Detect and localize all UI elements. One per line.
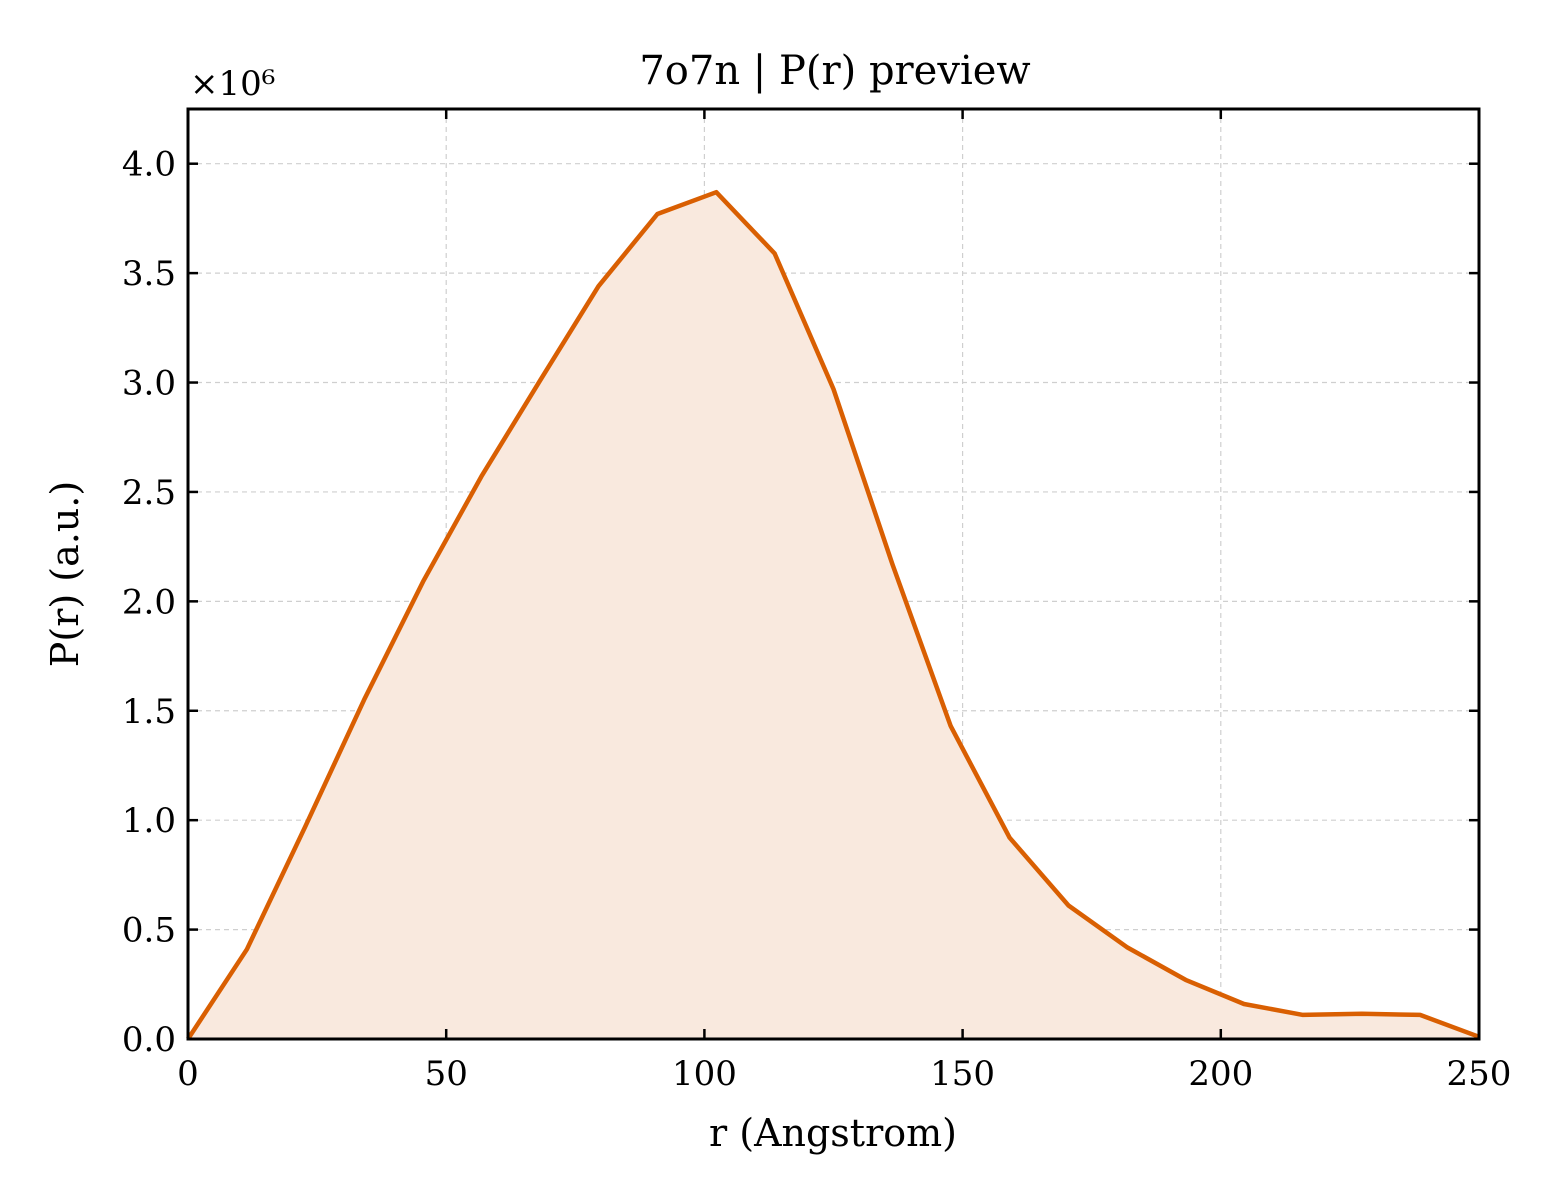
pr-line <box>186 189 1480 1041</box>
x-tick-label: 250 <box>1447 1054 1512 1094</box>
chart-title: 7o7n | P(r) preview <box>639 48 1030 94</box>
x-tick-label: 100 <box>672 1054 737 1094</box>
y-tick-label: 3.0 <box>122 364 176 404</box>
pr-area-fill <box>188 192 1479 1039</box>
y-tick-label: 1.0 <box>122 801 176 841</box>
y-tick-label: 0.0 <box>122 1020 176 1060</box>
y-tick-label: 0.5 <box>122 911 176 951</box>
y-tick-label: 3.5 <box>122 254 176 294</box>
ticks: 0 50 100 150 200 250 0.0 0.5 1.0 1.5 2.0 2.5 3.0 3.5 4… <box>122 109 1512 1094</box>
x-axis-label: r (Angstrom) <box>709 1111 957 1155</box>
y-tick-label: 4.0 <box>122 145 176 185</box>
plot-frame <box>186 107 1481 1041</box>
y-tick-label: 2.5 <box>122 473 176 513</box>
x-tick-label: 50 <box>425 1054 468 1094</box>
x-tick-label: 0 <box>177 1054 199 1094</box>
y-multiplier: ×10⁶ <box>190 64 275 104</box>
x-tick-label: 200 <box>1188 1054 1253 1094</box>
y-axis-label: P(r) (a.u.) <box>43 481 87 667</box>
x-tick-label: 150 <box>930 1054 995 1094</box>
y-tick-label: 2.0 <box>122 582 176 622</box>
y-tick-label: 1.5 <box>122 692 176 732</box>
